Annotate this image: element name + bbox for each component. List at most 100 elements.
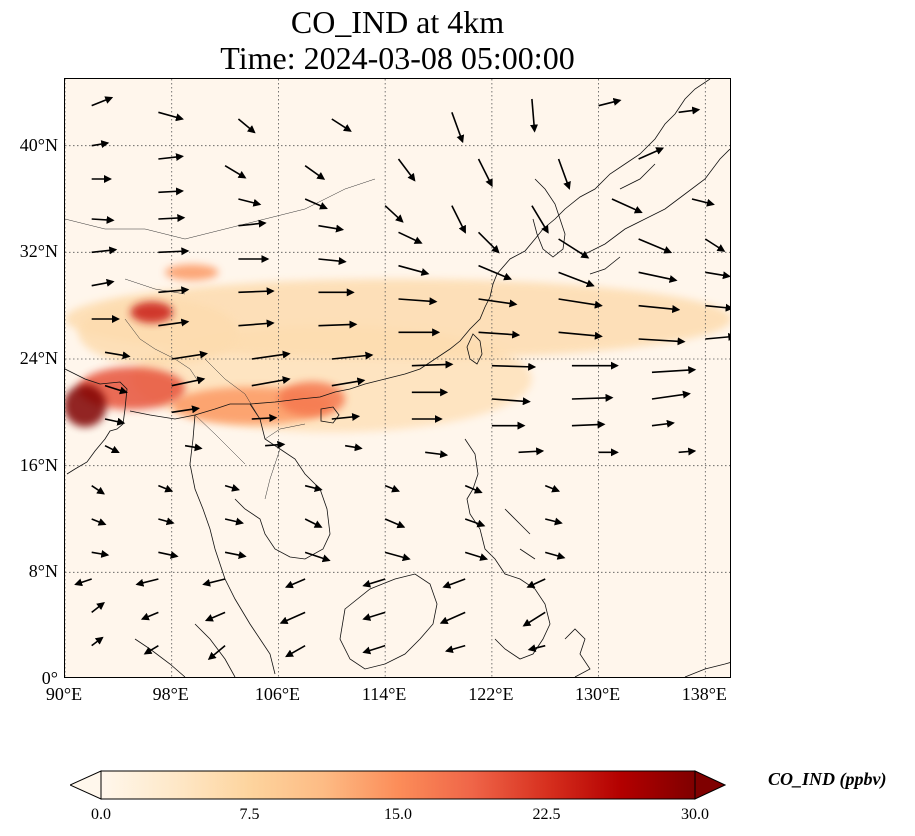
concentration-plume bbox=[278, 381, 346, 417]
wind-arrow bbox=[598, 98, 622, 107]
wind-arrow bbox=[91, 550, 110, 558]
wind-arrow bbox=[158, 187, 184, 196]
wind-arrow bbox=[171, 405, 200, 414]
wind-arrow bbox=[477, 231, 500, 254]
map-plot bbox=[65, 79, 730, 677]
longitude-tick-label: 106°E bbox=[254, 684, 301, 704]
wind-arrow bbox=[224, 551, 247, 560]
wind-arrow bbox=[158, 551, 179, 559]
wind-arrow bbox=[384, 205, 404, 223]
colorbar-tick-label: 7.5 bbox=[239, 806, 260, 823]
wind-arrow bbox=[439, 611, 466, 625]
wind-arrow bbox=[202, 578, 226, 587]
coastline-indochina bbox=[189, 403, 331, 675]
wind-arrow bbox=[678, 106, 701, 115]
wind-arrow bbox=[478, 330, 521, 339]
wind-arrow bbox=[638, 304, 681, 314]
wind-arrow bbox=[104, 351, 131, 360]
wind-arrow bbox=[224, 517, 244, 526]
wind-arrow bbox=[251, 414, 278, 423]
wind-arrow bbox=[491, 397, 531, 406]
wind-arrow bbox=[638, 238, 673, 254]
wind-arrow bbox=[331, 377, 366, 387]
coastline-borneo bbox=[339, 573, 438, 670]
colorbar bbox=[68, 770, 727, 800]
wind-arrow bbox=[304, 551, 331, 563]
wind-arrow bbox=[251, 376, 291, 387]
map-panel bbox=[64, 78, 731, 678]
wind-arrow bbox=[140, 611, 159, 621]
wind-arrow bbox=[558, 238, 590, 259]
colorbar-tick-label: 30.0 bbox=[681, 806, 709, 823]
wind-arrow bbox=[91, 215, 115, 224]
wind-arrow bbox=[464, 518, 486, 528]
wind-arrow bbox=[571, 420, 606, 429]
wind-arrow bbox=[285, 644, 306, 658]
wind-arrow bbox=[398, 231, 423, 244]
wind-arrow bbox=[238, 219, 267, 228]
wind-arrow bbox=[397, 158, 416, 182]
wind-arrow bbox=[571, 393, 614, 402]
wind-arrow bbox=[158, 247, 190, 256]
colorbar-graphic bbox=[68, 770, 727, 800]
colorbar-extend-min bbox=[68, 770, 102, 800]
wind-arrow bbox=[522, 611, 546, 627]
wind-arrow bbox=[362, 644, 386, 655]
wind-arrow bbox=[444, 644, 466, 654]
colorbar-body bbox=[100, 770, 696, 800]
wind-arrow bbox=[135, 578, 159, 587]
wind-arrow bbox=[544, 484, 561, 493]
coastline-philippines bbox=[464, 438, 551, 660]
wind-arrow bbox=[362, 578, 386, 588]
wind-arrow bbox=[304, 484, 323, 492]
wind-arrow bbox=[171, 376, 206, 387]
wind-arrow bbox=[91, 485, 106, 495]
wind-arrow bbox=[651, 390, 691, 400]
wind-arrow bbox=[91, 246, 118, 255]
wind-arrow bbox=[362, 611, 386, 621]
colorbar-extend-max bbox=[694, 770, 727, 800]
wind-arrow bbox=[545, 551, 566, 560]
wind-arrow bbox=[304, 165, 326, 180]
wind-arrow bbox=[91, 96, 114, 107]
wind-vectors bbox=[74, 96, 730, 661]
wind-arrow bbox=[531, 205, 549, 234]
longitude-tick-label: 138°E bbox=[681, 684, 727, 704]
wind-arrow bbox=[143, 644, 159, 655]
coastline-korea bbox=[532, 178, 566, 258]
wind-arrow bbox=[478, 298, 518, 308]
wind-arrow bbox=[318, 257, 347, 266]
longitude-tick-label: 122°E bbox=[468, 684, 514, 704]
wind-arrow bbox=[318, 224, 345, 233]
coastline-sumatra bbox=[134, 623, 236, 677]
wind-arrow bbox=[304, 518, 323, 528]
longitude-tick-label: 114°E bbox=[361, 684, 407, 704]
coastline-mainland bbox=[65, 79, 711, 475]
coastline-taiwan bbox=[466, 333, 483, 365]
wind-arrow bbox=[158, 286, 190, 295]
wind-arrow bbox=[611, 198, 643, 214]
latitude-tick-label: 8°N bbox=[28, 561, 58, 582]
latitude-tick-label: 16°N bbox=[19, 454, 58, 475]
wind-arrow bbox=[451, 205, 466, 234]
wind-arrow bbox=[279, 611, 306, 625]
wind-arrow bbox=[558, 271, 595, 288]
colorbar-tick-label: 0.0 bbox=[91, 806, 111, 823]
wind-arrow bbox=[284, 578, 306, 589]
wind-arrow bbox=[74, 578, 92, 587]
wind-arrow bbox=[91, 140, 110, 148]
wind-arrow bbox=[558, 331, 603, 340]
wind-arrow bbox=[91, 518, 107, 526]
colorbar-tick-label: 15.0 bbox=[384, 806, 412, 823]
wind-arrow bbox=[265, 440, 286, 449]
wind-arrow bbox=[557, 158, 571, 190]
wind-arrow bbox=[411, 360, 454, 369]
wind-arrow bbox=[442, 578, 466, 589]
concentration-field bbox=[65, 264, 730, 433]
colorbar-tick-label: 22.5 bbox=[532, 806, 561, 823]
concentration-plume bbox=[165, 264, 219, 281]
figure-title: CO_IND at 4km bbox=[290, 4, 505, 40]
wind-arrow bbox=[204, 611, 226, 622]
wind-arrow bbox=[345, 443, 363, 452]
